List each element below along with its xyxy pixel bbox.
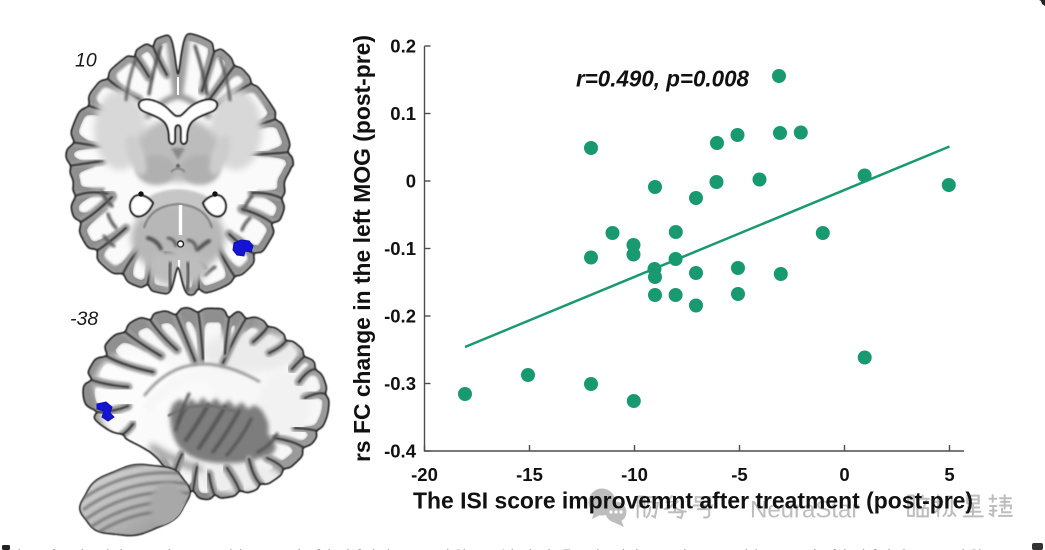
svg-text:0: 0	[839, 464, 849, 485]
svg-text:-15: -15	[516, 464, 543, 485]
svg-text:-0.1: -0.1	[384, 238, 416, 259]
svg-text:the rs functional changes in c: the rs functional changes in connectivit…	[14, 547, 981, 550]
svg-text:rs FC change in the left MOG (: rs FC change in the left MOG (post-pre)	[349, 35, 375, 462]
svg-text:5: 5	[944, 464, 954, 485]
svg-text:-0.3: -0.3	[384, 373, 416, 394]
svg-text:-5: -5	[731, 464, 747, 485]
svg-text:-10: -10	[621, 464, 648, 485]
svg-text:0: 0	[406, 171, 416, 192]
svg-text:-0.4: -0.4	[384, 441, 417, 462]
svg-text:10: 10	[75, 50, 97, 72]
svg-text:-20: -20	[411, 464, 438, 485]
svg-text:-0.2: -0.2	[384, 306, 416, 327]
svg-text:r=0.490, p=0.008: r=0.490, p=0.008	[576, 66, 750, 92]
svg-text:0.1: 0.1	[390, 103, 416, 124]
svg-text:NeuraStar: NeuraStar	[750, 497, 859, 524]
svg-text:-38: -38	[70, 308, 98, 330]
svg-text:0.2: 0.2	[390, 36, 416, 57]
svg-text:The ISI score improvemnt after: The ISI score improvemnt after treatment…	[413, 488, 973, 514]
